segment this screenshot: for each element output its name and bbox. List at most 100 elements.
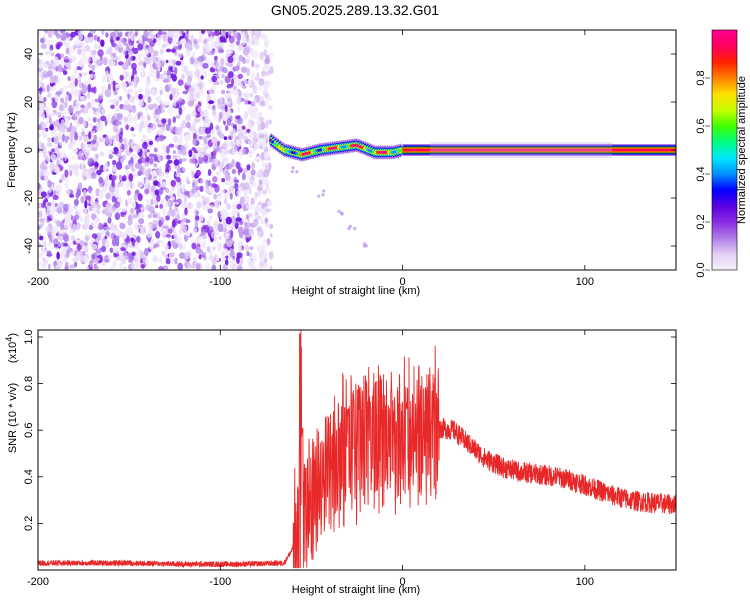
spectrogram-noise-cell	[147, 56, 152, 64]
spectrogram-noise-cell	[39, 201, 43, 210]
spectrogram-noise-cell	[113, 201, 121, 209]
spectrogram-noise-cell	[72, 223, 77, 232]
spectrogram-noise-cell	[156, 70, 161, 79]
spectrogram-noise-cell	[47, 179, 52, 188]
spectrogram-noise-cell	[52, 225, 59, 234]
spectrogram-noise-cell	[201, 251, 207, 256]
spectrogram-noise-cell	[123, 42, 129, 47]
spectrogram-noise-cell	[137, 43, 144, 51]
spectrogram-noise-cell	[123, 117, 128, 121]
spectrogram-noise-cell	[84, 195, 92, 201]
spectrogram-noise-cell	[113, 228, 117, 234]
spectrogram-noise-cell	[212, 108, 216, 117]
x-tick-label: -200	[27, 576, 49, 588]
spectrogram-noise-cell	[63, 203, 69, 212]
spectrogram-noise-cell	[100, 115, 107, 122]
spectrogram-noise-cell	[147, 96, 152, 104]
spectrogram-noise-cell	[40, 165, 48, 170]
spectrogram-noise-cell	[184, 207, 188, 216]
spectrogram-noise-cell	[195, 246, 201, 254]
spectrogram-noise-cell	[209, 189, 215, 195]
spectrogram-noise-cell	[143, 30, 149, 38]
spectrogram-noise-cell	[40, 97, 44, 102]
spectrogram-noise-cell	[124, 71, 129, 78]
spectrogram-noise-cell	[147, 46, 154, 54]
spectrogram-noise-cell	[79, 240, 85, 246]
spectrogram-noise-cell	[177, 262, 183, 270]
spectrogram-noise-cell	[246, 67, 251, 77]
spectrogram-noise-cell	[68, 52, 72, 57]
spectrogram-noise-cell	[183, 195, 187, 205]
spectrogram-noise-cell	[254, 63, 260, 68]
spectrogram-noise-cell	[89, 259, 94, 267]
spectrogram-noise-cell	[194, 186, 201, 191]
spectrogram-noise-cell	[104, 177, 110, 185]
spectrogram-noise-cell	[178, 227, 182, 235]
spectrogram-noise-cell	[112, 150, 119, 155]
spectrogram-noise-cell	[236, 96, 242, 105]
spectrogram-noise-cell	[230, 78, 235, 87]
spectrogram-noise-cell	[185, 114, 191, 122]
spectrogram-noise-cell	[40, 37, 45, 44]
spectrogram-noise-cell	[93, 161, 99, 170]
snr-y-ticks: 0.2 0.4 0.6 0.8 1.0	[23, 329, 676, 531]
spectrogram-noise-cell	[157, 266, 165, 270]
spectrogram-noise-cell	[159, 203, 164, 209]
spectrogram-noise-cell	[75, 252, 81, 261]
spectrogram-noise-cell	[223, 136, 228, 141]
spectrogram-noise-cell	[148, 68, 155, 77]
spectrogram-noise-cell	[144, 178, 150, 186]
spectrogram-noise-cell	[65, 95, 69, 104]
spectrogram-noise-cell	[80, 104, 86, 109]
spectrogram-noise-cell	[219, 96, 224, 104]
spectrogram-noise-cell	[79, 217, 83, 222]
spectrogram-noise-cell	[227, 55, 234, 64]
spectrogram-noise-cell	[117, 142, 123, 150]
spectrogram-noise-cell	[223, 141, 227, 149]
colorbar-ticks: 0.0 0.2 0.4 0.6 0.8	[695, 70, 710, 278]
spectrogram-noise-cell	[250, 197, 255, 205]
spectrogram-noise-cell	[119, 95, 123, 101]
spectrogram-noise-cell	[223, 38, 227, 43]
spectrogram-noise-cell	[245, 33, 250, 42]
spectrogram-noise-cell	[220, 153, 227, 161]
spectrogram-noise-cell	[92, 117, 97, 123]
spectrogram-noise-cell	[42, 237, 46, 244]
spectrogram-noise-cell	[232, 31, 236, 38]
spectrogram-noise-cell	[193, 193, 200, 199]
spectrogram-noise-cell	[38, 31, 41, 37]
spectrogram-noise-cell	[76, 244, 83, 251]
spectrogram-noise-cell	[117, 31, 123, 38]
spectrogram-noise-cell	[103, 255, 107, 260]
y-tick-label: 0.8	[23, 376, 35, 391]
spectrogram-noise-cell	[96, 208, 100, 216]
spectrogram-noise-cell	[202, 142, 207, 149]
spectrogram-noise-cell	[268, 52, 274, 59]
spectrogram-noise-cell	[87, 56, 91, 63]
spectrogram-noise-cell	[199, 185, 204, 192]
spectrogram-noise-cell	[249, 177, 254, 185]
spectrogram-noise-cell	[48, 263, 51, 270]
spectrogram-noise-cell	[102, 185, 108, 193]
spectrogram-noise-cell	[267, 119, 273, 125]
spectrogram-noise-cell	[70, 125, 77, 132]
spectrogram-signal-cell	[398, 149, 403, 153]
spectrogram-noise-cell	[83, 120, 87, 128]
spectrogram-noise-cell	[116, 119, 120, 128]
spectrogram-noise-cell	[38, 261, 42, 266]
spectrogram-noise-cell	[153, 180, 159, 186]
spectrogram-noise-cell	[161, 43, 167, 49]
colorbar-frame	[711, 29, 738, 271]
spectrogram-noise-cell	[122, 175, 127, 180]
spectrogram-noise-cell	[161, 118, 167, 124]
spectrogram-noise-cell	[131, 168, 135, 172]
spectrogram-noise-cell	[122, 62, 129, 70]
spectrogram-noise-cell	[224, 75, 231, 84]
spectrogram-noise-cell	[254, 195, 258, 200]
spectrogram-noise-cell	[139, 53, 145, 58]
spectrogram-noise-cell	[202, 47, 207, 55]
spectrogram-noise-cell	[239, 196, 245, 205]
spectrogram-noise-cell	[184, 190, 191, 197]
spectrogram-noise-cell	[255, 35, 259, 40]
spectrogram-noise-cell	[197, 106, 203, 112]
